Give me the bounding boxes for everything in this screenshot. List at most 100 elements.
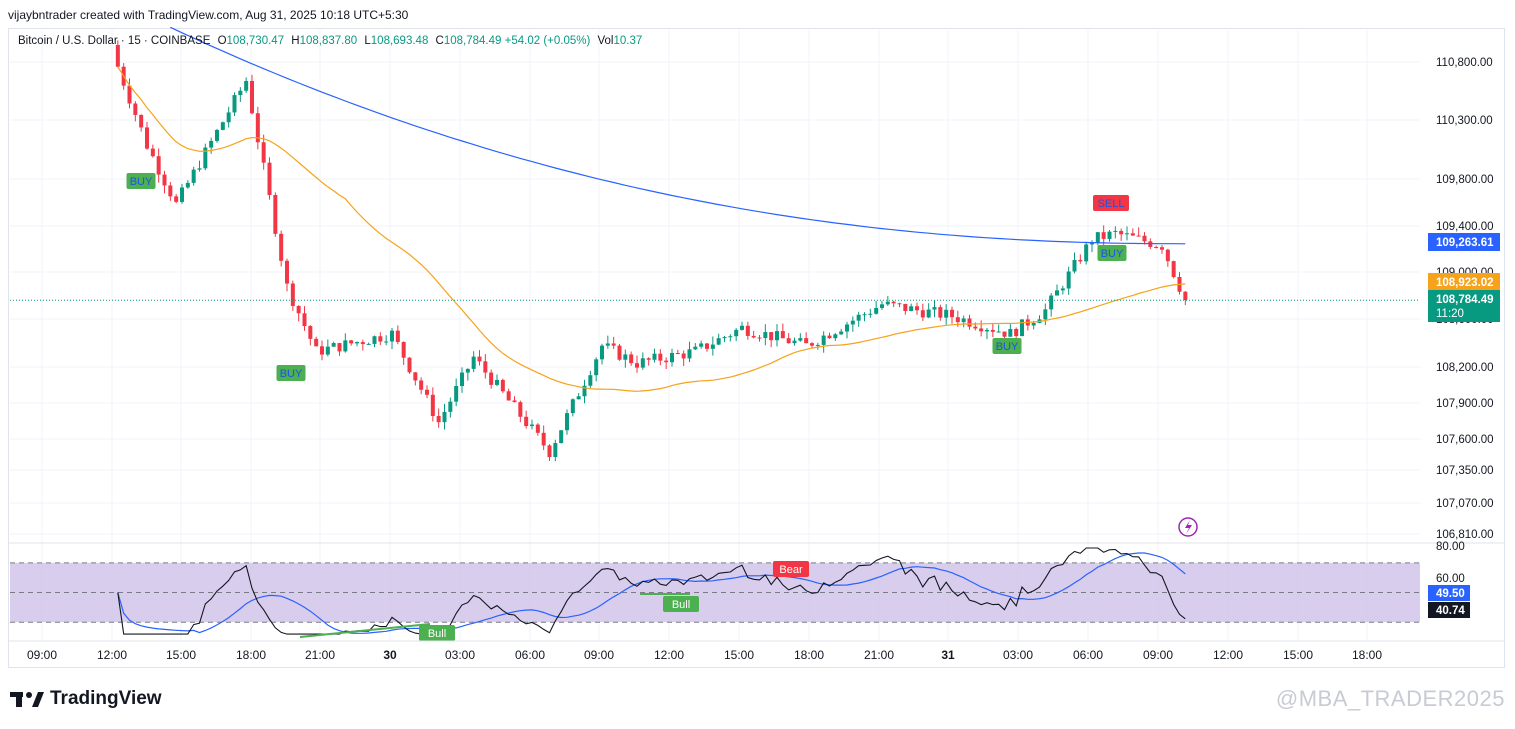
candle-body: [664, 360, 669, 363]
candle-body: [425, 389, 429, 395]
symbol-name[interactable]: Bitcoin / U.S. Dollar · 15 · COINBASE: [18, 35, 211, 47]
candle-body: [1014, 328, 1019, 337]
candle-body: [635, 363, 639, 368]
candle-body: [133, 103, 138, 115]
candle-body: [745, 325, 750, 336]
candle-body: [407, 357, 412, 373]
sell-signal-label: SELL: [1098, 198, 1125, 210]
candle-body: [308, 326, 313, 339]
candle-body: [530, 424, 534, 427]
candle-body: [413, 372, 418, 381]
time-tick-label: 09:00: [584, 648, 614, 662]
candle-body: [174, 196, 179, 202]
candle-body: [938, 307, 943, 318]
candle-body: [337, 343, 342, 352]
signals: BUY BUY BUY BUY SELL Bull Bull Bear: [126, 173, 1129, 641]
lightning-icon-bolt: [1185, 520, 1192, 534]
low-value: 108,693.48: [370, 35, 429, 47]
tradingview-logo-icon: [10, 692, 44, 707]
candle-body: [588, 375, 593, 386]
candle-body: [1125, 233, 1129, 235]
candle-body: [518, 402, 523, 417]
candle-body: [191, 169, 196, 183]
candle-body: [285, 260, 289, 284]
candle-body: [652, 353, 657, 360]
candle-body: [804, 338, 809, 344]
time-tick-label: 03:00: [1003, 648, 1033, 662]
time-tick-label: 12:00: [1213, 648, 1243, 662]
candle-body: [535, 424, 540, 433]
candle-body: [209, 140, 214, 148]
price-tick-label: 107,350.00: [1436, 465, 1494, 477]
candle-body: [681, 353, 686, 359]
candle-body: [1154, 246, 1159, 248]
rsi-value-badge: [1428, 602, 1470, 618]
candle-body: [1119, 230, 1124, 235]
ohlc-legend: Bitcoin / U.S. Dollar · 15 · COINBASE O1…: [18, 35, 642, 47]
candle-body: [973, 326, 978, 329]
candle-body: [1090, 242, 1094, 245]
bull-divergence-badge: [663, 596, 699, 612]
candle-body: [1084, 244, 1089, 262]
candle-body: [1055, 290, 1059, 296]
rsi-ma-badge-text: 49.50: [1436, 588, 1465, 600]
candle-body: [343, 340, 348, 352]
candle-body: [990, 329, 995, 332]
rsi-line: [117, 547, 1186, 635]
candle-body: [839, 331, 844, 335]
candle-body: [395, 330, 400, 342]
candle-body: [565, 413, 569, 431]
candle-body: [1142, 235, 1147, 242]
candle-body: [600, 345, 604, 360]
candle-body: [267, 162, 272, 196]
candle-body: [390, 330, 394, 342]
tradingview-brand[interactable]: TradingView: [10, 688, 162, 710]
candle-body: [366, 343, 371, 345]
close-label: C: [435, 35, 444, 47]
candle-body: [792, 340, 797, 344]
candle-body: [856, 314, 861, 321]
time-tick-label: 18:00: [794, 648, 824, 662]
candle-body: [640, 358, 645, 368]
candle-body: [1049, 295, 1054, 310]
time-tick-label: 18:00: [1352, 648, 1382, 662]
candle-body: [1136, 235, 1141, 237]
candle-body: [996, 331, 1001, 333]
candle-body: [710, 344, 715, 349]
candle-body: [880, 304, 884, 308]
candle-body: [763, 332, 768, 339]
time-tick-label: 12:00: [97, 648, 127, 662]
candle-body: [1060, 288, 1065, 291]
volume-label: Vol: [597, 35, 614, 47]
candle-body: [728, 336, 733, 338]
candle-body: [570, 399, 575, 414]
candle-body: [226, 112, 231, 123]
axes: 110,800.00 110,300.00 109,800.00 109,400.00…: [9, 57, 1505, 662]
candle-body: [460, 372, 464, 387]
candle-body: [1165, 249, 1170, 262]
candle-body: [1171, 261, 1176, 277]
candle-body: [162, 174, 167, 186]
candle-body: [436, 416, 441, 423]
candle-body: [430, 394, 435, 417]
time-tick-label: 15:00: [1283, 648, 1313, 662]
candle-body: [320, 346, 324, 355]
candle-body: [903, 303, 908, 312]
candle-body: [1095, 232, 1100, 243]
candle-body: [594, 359, 599, 376]
time-tick-label: 09:00: [1143, 648, 1173, 662]
candle-body: [1101, 232, 1106, 239]
last-price-badge: [1428, 290, 1500, 322]
candle-body: [250, 80, 254, 114]
candle-body: [699, 343, 704, 347]
candle-body: [897, 303, 902, 305]
candle-body: [932, 307, 937, 310]
high-value: 108,837.80: [299, 35, 358, 47]
candle-body: [559, 430, 564, 444]
candle-body: [512, 400, 517, 403]
ma200-price-badge-text: 109,263.61: [1436, 237, 1494, 249]
sell-signal-badge: [1093, 195, 1129, 211]
price-tick-label: 110,300.00: [1436, 115, 1493, 127]
lightning-icon[interactable]: [1178, 517, 1198, 537]
